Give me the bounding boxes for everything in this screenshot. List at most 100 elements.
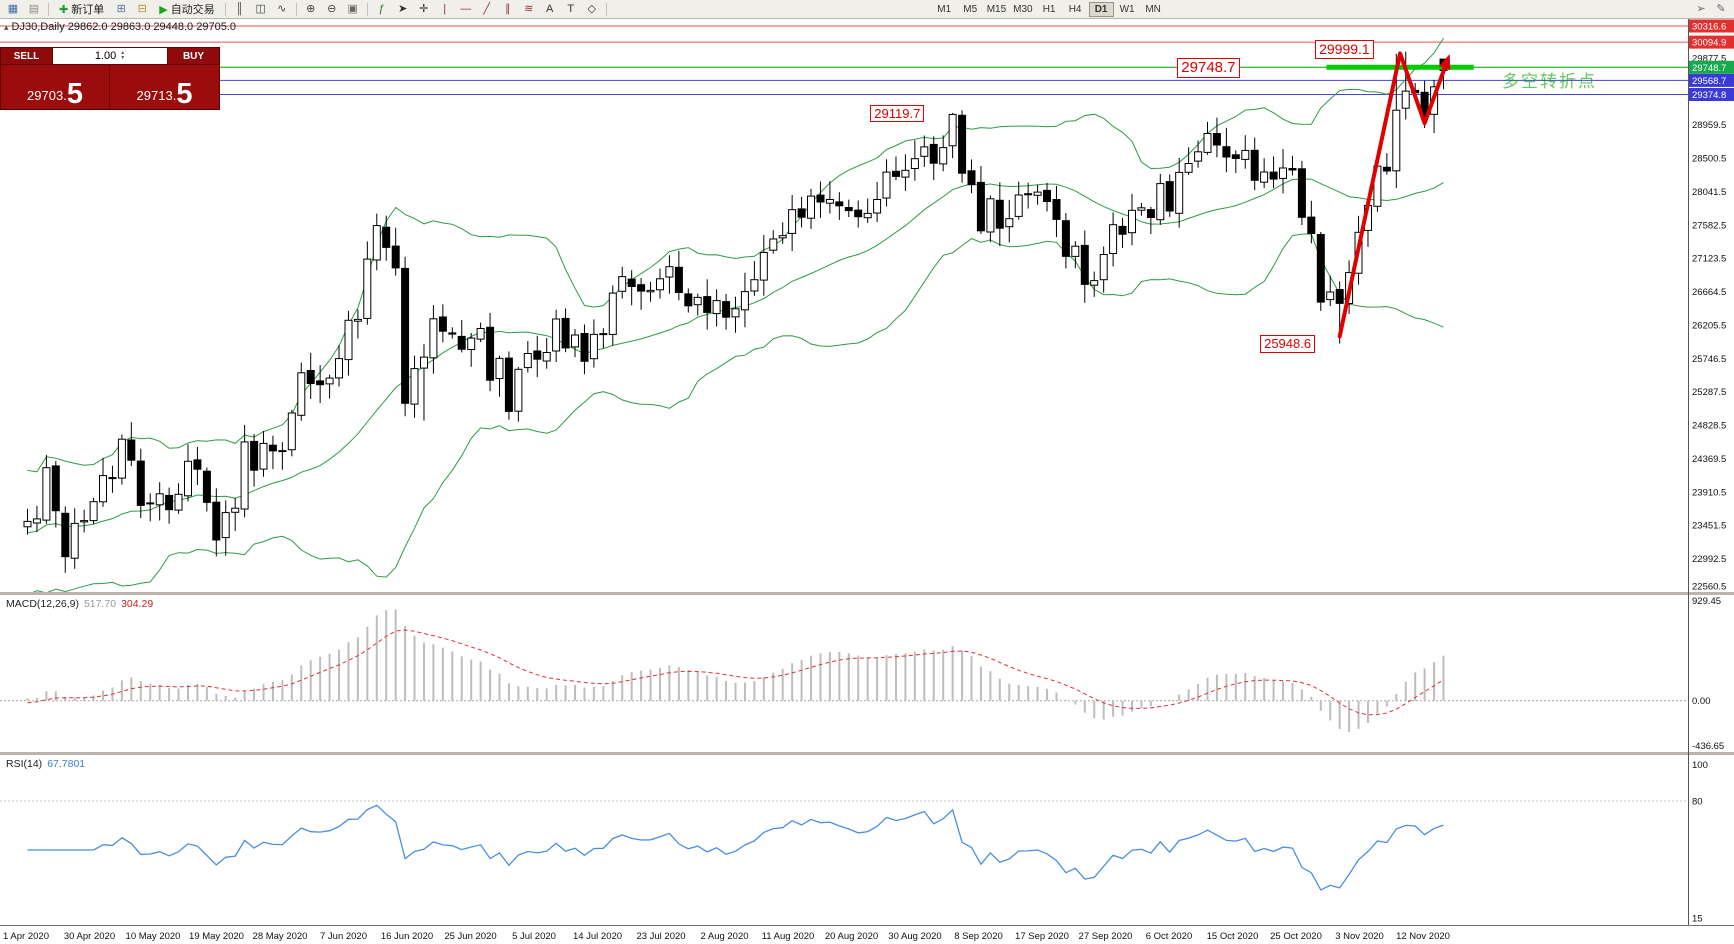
rsi-line: [27, 804, 1444, 891]
arrows-icon[interactable]: ◇: [587, 2, 596, 15]
macd-name: MACD(12,26,9): [6, 598, 79, 610]
trade-panel-prices: 29703. 5 29713. 5: [1, 65, 219, 109]
fibonacci-icon[interactable]: ≋: [524, 2, 534, 15]
rsi-value: 67.7801: [47, 758, 86, 770]
indicators-icon[interactable]: ƒ: [378, 2, 385, 15]
price-callout[interactable]: 29999.1: [1315, 40, 1374, 59]
text-label-icon[interactable]: T: [567, 2, 575, 15]
new-chart-icon[interactable]: ▦: [7, 2, 19, 15]
zoom-in-icon[interactable]: ⊕: [306, 2, 316, 15]
timeframe-mn[interactable]: MN: [1145, 3, 1161, 15]
vertical-line-icon[interactable]: |: [443, 2, 447, 15]
date-label: 3 Nov 2020: [1335, 931, 1384, 942]
toolbar-separator: [48, 2, 49, 16]
buy-price-small: 29713.: [136, 88, 177, 103]
price-marker-label: 29374.8: [1692, 90, 1726, 101]
volume-input[interactable]: 1.00 ▲ ▼: [53, 48, 167, 64]
price-callout[interactable]: 29748.7: [1177, 57, 1240, 78]
rsi-scale-label: 15: [1692, 914, 1703, 925]
price-marker-label: 29748.7: [1692, 63, 1726, 74]
horizontal-line-icon[interactable]: —: [460, 2, 472, 15]
chart-profiles-icon[interactable]: ▤: [28, 2, 40, 15]
sell-price-display[interactable]: 29703. 5: [1, 65, 110, 109]
macd-indicator-label: MACD(12,26,9) 517.70 304.29: [6, 598, 153, 610]
cursor-icon[interactable]: ➤: [398, 2, 408, 15]
candlestick-chart-icon[interactable]: ◫: [255, 2, 266, 15]
toolbar-separator: [295, 2, 297, 16]
one-click-trade-panel: SELL 1.00 ▲ ▼ BUY 29703. 5 29713. 5: [0, 47, 220, 110]
new-order-button[interactable]: ✚ 新订单: [53, 1, 110, 17]
macd-signal-value: 304.29: [121, 598, 154, 610]
macd-scale-label: 929.45: [1692, 596, 1721, 607]
line-chart-icon[interactable]: ∿: [277, 2, 287, 15]
price-tick-label: 27123.5: [1692, 254, 1726, 265]
date-label: 16 Jun 2020: [381, 931, 433, 942]
price-marker-label: 30094.9: [1692, 38, 1726, 49]
autotrading-button[interactable]: ▶ 自动交易: [153, 1, 220, 17]
price-tick-label: 28959.5: [1692, 120, 1726, 131]
sell-button[interactable]: SELL: [1, 48, 53, 64]
spinner-up-icon[interactable]: ▲: [120, 49, 126, 56]
macd-main-value: 517.70: [83, 598, 117, 610]
price-tick-label: 26205.5: [1692, 320, 1726, 331]
crosshair-icon[interactable]: ✛: [419, 2, 429, 15]
data-window-icon[interactable]: ⊟: [137, 2, 147, 15]
price-callout[interactable]: 25948.6: [1260, 335, 1316, 353]
zoom-out-icon[interactable]: ⊖: [327, 2, 337, 15]
date-label: 2 Aug 2020: [700, 931, 748, 942]
price-tick-label: 25746.5: [1692, 354, 1726, 365]
zigzag-arrow[interactable]: [1337, 51, 1450, 339]
macd-histogram: [26, 609, 1445, 732]
volume-value: 1.00: [94, 50, 117, 62]
chart-shift-icon[interactable]: ➢: [1696, 2, 1706, 15]
chart-ohlc-header: ▴ DJ30,Daily 29862.0 29863.0 29448.0 2970…: [4, 21, 236, 33]
spinner-down-icon[interactable]: ▼: [120, 55, 126, 61]
timeframe-w1[interactable]: W1: [1119, 3, 1135, 15]
price-marker-box: [1689, 60, 1734, 74]
chinese-annotation-text[interactable]: 多空转折点: [1502, 72, 1597, 92]
timeframe-d1[interactable]: D1: [1088, 1, 1114, 17]
equidistant-channel-icon[interactable]: ∥: [504, 2, 511, 15]
timeframe-m1[interactable]: M1: [937, 3, 952, 15]
date-label: 11 Aug 2020: [762, 931, 815, 942]
buy-price-display[interactable]: 29713. 5: [110, 65, 219, 109]
chart-plot-area[interactable]: [0, 18, 1688, 592]
panel-splitter-rsi[interactable]: [0, 752, 1734, 755]
collapse-triangle-icon[interactable]: ▴: [4, 22, 9, 32]
date-label: 10 May 2020: [126, 931, 181, 942]
timeframe-h4[interactable]: H4: [1068, 3, 1082, 15]
date-label: 19 May 2020: [189, 931, 244, 942]
date-label: 30 Apr 2020: [64, 931, 115, 942]
date-label: 5 Jul 2020: [512, 931, 556, 942]
date-label: 7 Jun 2020: [320, 931, 367, 942]
time-axis[interactable]: 1 Apr 2020 30 Apr 2020 10 May 2020 19 May 2…: [3, 931, 1450, 942]
sell-price-large: 5: [66, 77, 83, 110]
price-callout[interactable]: 29119.7: [870, 104, 925, 123]
timeframe-h1[interactable]: H1: [1042, 3, 1056, 15]
timeframe-m15[interactable]: M15: [986, 3, 1007, 15]
buy-button[interactable]: BUY: [167, 48, 219, 64]
price-tick-label: 25287.5: [1692, 387, 1726, 398]
text-icon[interactable]: A: [546, 2, 554, 15]
macd-signal-line: [27, 629, 1444, 716]
tile-windows-icon[interactable]: ▣: [347, 2, 358, 15]
volume-spinner[interactable]: ▲ ▼: [120, 49, 126, 62]
date-label: 1 Apr 2020: [3, 931, 49, 942]
date-label: 27 Sep 2020: [1079, 931, 1133, 942]
timeframe-m5[interactable]: M5: [963, 3, 978, 15]
bar-chart-icon[interactable]: ║: [235, 2, 244, 15]
date-label: 23 Jul 2020: [636, 931, 685, 942]
trendline-icon[interactable]: ╱: [483, 2, 490, 15]
new-order-button-icon: ✚: [59, 3, 69, 16]
rsi-scale-label: 100: [1692, 760, 1708, 771]
market-watch-icon[interactable]: ⊞: [116, 2, 126, 15]
trade-panel-controls: SELL 1.00 ▲ ▼ BUY: [1, 48, 219, 65]
timeframe-m30[interactable]: M30: [1013, 3, 1033, 15]
edit-mode-icon[interactable]: ✎: [1716, 2, 1726, 15]
price-scale[interactable]: 29877.5 28959.5 28500.5 28041.5 27582.5 27123…: [1689, 19, 1734, 593]
panel-splitter-macd[interactable]: [0, 592, 1734, 595]
price-tick-label: 22560.5: [1692, 582, 1726, 593]
price-marker-box: [1689, 19, 1734, 33]
